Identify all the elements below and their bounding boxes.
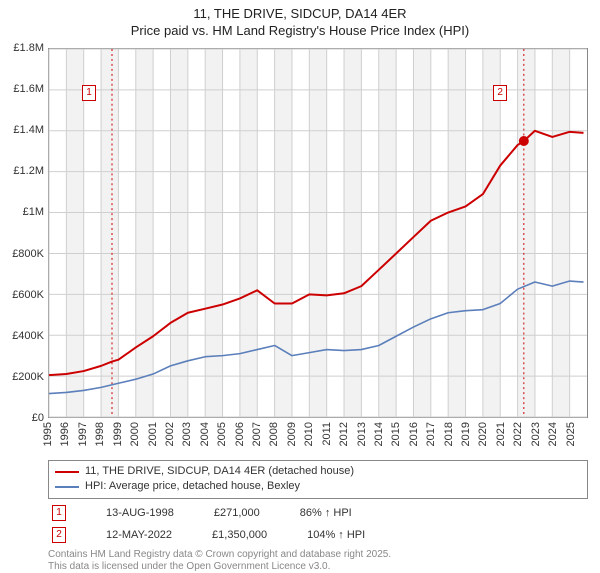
- legend-row-2: HPI: Average price, detached house, Bexl…: [55, 479, 581, 494]
- y-tick-label: £1.6M: [2, 83, 44, 95]
- legend-swatch-1: [55, 471, 79, 473]
- y-tick-label: £400K: [2, 330, 44, 342]
- transaction-vs-hpi: 86% ↑ HPI: [300, 507, 352, 519]
- title-line2: Price paid vs. HM Land Registry's House …: [0, 23, 600, 38]
- x-tick-label: 2018: [443, 422, 455, 446]
- x-tick-label: 2019: [460, 422, 472, 446]
- y-tick-label: £1M: [2, 206, 44, 218]
- legend-label-2: HPI: Average price, detached house, Bexl…: [85, 479, 300, 494]
- plot-area: [48, 48, 588, 418]
- legend-swatch-2: [55, 486, 79, 488]
- x-tick-label: 2021: [495, 422, 507, 446]
- x-tick-label: 2020: [477, 422, 489, 446]
- x-tick-label: 2013: [356, 422, 368, 446]
- title-line1: 11, THE DRIVE, SIDCUP, DA14 4ER: [0, 6, 600, 21]
- x-tick-label: 2007: [251, 422, 263, 446]
- x-tick-label: 1999: [112, 422, 124, 446]
- transaction-row: 1 13-AUG-1998 £271,000 86% ↑ HPI: [48, 505, 588, 521]
- x-tick-label: 2015: [390, 422, 402, 446]
- y-tick-label: £600K: [2, 289, 44, 301]
- transaction-price: £1,350,000: [212, 529, 267, 541]
- legend-label-1: 11, THE DRIVE, SIDCUP, DA14 4ER (detache…: [85, 464, 354, 479]
- x-tick-label: 2000: [129, 422, 141, 446]
- transaction-key: 1: [52, 505, 66, 521]
- x-tick-label: 2016: [408, 422, 420, 446]
- x-tick-label: 2001: [147, 422, 159, 446]
- x-tick-label: 2003: [181, 422, 193, 446]
- transaction-rows: 1 13-AUG-1998 £271,000 86% ↑ HPI 2 12-MAY-202…: [48, 505, 588, 543]
- transaction-date: 13-AUG-1998: [106, 507, 174, 519]
- x-tick-label: 2005: [216, 422, 228, 446]
- footer-line2: This data is licensed under the Open Gov…: [48, 561, 588, 573]
- x-tick-label: 2006: [234, 422, 246, 446]
- footer: Contains HM Land Registry data © Crown c…: [48, 549, 588, 573]
- transaction-price: £271,000: [214, 507, 260, 519]
- legend-and-footer: 11, THE DRIVE, SIDCUP, DA14 4ER (detache…: [48, 460, 588, 573]
- transaction-row: 2 12-MAY-2022 £1,350,000 104% ↑ HPI: [48, 527, 588, 543]
- chart-svg: [49, 49, 587, 417]
- y-tick-label: £1.4M: [2, 124, 44, 136]
- transaction-key: 2: [52, 527, 66, 543]
- x-tick-label: 2017: [425, 422, 437, 446]
- x-tick-label: 2011: [321, 422, 333, 446]
- x-tick-label: 1998: [94, 422, 106, 446]
- x-tick-label: 2023: [530, 422, 542, 446]
- legend-row-1: 11, THE DRIVE, SIDCUP, DA14 4ER (detache…: [55, 464, 581, 479]
- chart-title-block: 11, THE DRIVE, SIDCUP, DA14 4ER Price pa…: [0, 0, 600, 38]
- y-tick-label: £200K: [2, 371, 44, 383]
- legend: 11, THE DRIVE, SIDCUP, DA14 4ER (detache…: [48, 460, 588, 499]
- event-marker: 1: [82, 85, 96, 101]
- x-tick-label: 2025: [565, 422, 577, 446]
- x-tick-label: 2014: [373, 422, 385, 446]
- x-tick-label: 2008: [268, 422, 280, 446]
- x-tick-label: 2024: [547, 422, 559, 446]
- x-tick-label: 1997: [77, 422, 89, 446]
- x-tick-label: 2012: [338, 422, 350, 446]
- y-tick-label: £1.8M: [2, 42, 44, 54]
- x-tick-label: 1996: [59, 422, 71, 446]
- x-tick-label: 2010: [303, 422, 315, 446]
- y-tick-label: £800K: [2, 248, 44, 260]
- x-tick-label: 2002: [164, 422, 176, 446]
- x-tick-label: 2022: [512, 422, 524, 446]
- x-tick-label: 1995: [42, 422, 54, 446]
- transaction-vs-hpi: 104% ↑ HPI: [307, 529, 365, 541]
- y-tick-label: £1.2M: [2, 165, 44, 177]
- transaction-date: 12-MAY-2022: [106, 529, 172, 541]
- x-tick-label: 2009: [286, 422, 298, 446]
- y-tick-label: £0: [2, 412, 44, 424]
- footer-line1: Contains HM Land Registry data © Crown c…: [48, 549, 588, 561]
- event-marker: 2: [493, 85, 507, 101]
- x-tick-label: 2004: [199, 422, 211, 446]
